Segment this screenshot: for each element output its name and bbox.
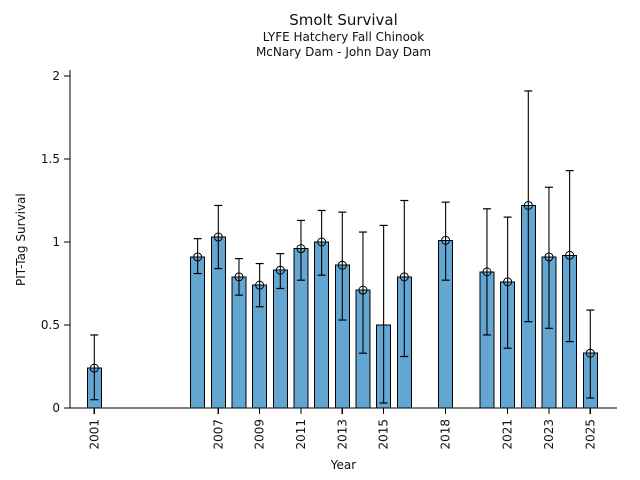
bar-2010 bbox=[272, 269, 288, 409]
y-tick-label-1.5: 1.5 bbox=[41, 152, 60, 166]
x-tick-label-2013: 2013 bbox=[335, 419, 349, 450]
chart-subtitle-stock: LYFE Hatchery Fall Chinook bbox=[262, 30, 425, 44]
point-marker-2024 bbox=[565, 250, 575, 260]
x-axis-label: Year bbox=[330, 458, 357, 472]
y-tick-label-0.5: 0.5 bbox=[41, 318, 60, 332]
x-tick-label-2021: 2021 bbox=[501, 419, 515, 450]
point-marker-2010 bbox=[275, 265, 285, 275]
x-tick-label-2011: 2011 bbox=[294, 419, 308, 450]
y-tick-label-1: 1 bbox=[52, 235, 60, 249]
chart-subtitle-reach: McNary Dam - John Day Dam bbox=[255, 45, 432, 59]
point-marker-2011 bbox=[296, 244, 306, 254]
x-tick-label-2025: 2025 bbox=[583, 419, 597, 450]
bar-2006 bbox=[190, 256, 206, 409]
point-marker-2025 bbox=[585, 348, 595, 358]
chart-title: Smolt Survival bbox=[289, 11, 398, 29]
x-tick-label-2023: 2023 bbox=[542, 419, 556, 450]
x-tick-label-2009: 2009 bbox=[253, 419, 267, 450]
point-marker-2012 bbox=[317, 237, 327, 247]
x-tick-label-2015: 2015 bbox=[377, 419, 391, 450]
bar-2008 bbox=[231, 276, 247, 409]
x-tick-label-2018: 2018 bbox=[439, 419, 453, 450]
point-marker-2013 bbox=[337, 260, 347, 270]
point-marker-2009 bbox=[255, 280, 265, 290]
point-marker-2016 bbox=[399, 272, 409, 282]
point-marker-2018 bbox=[441, 235, 451, 245]
point-marker-2001 bbox=[89, 363, 99, 373]
point-marker-2007 bbox=[213, 232, 223, 242]
point-marker-2021 bbox=[503, 277, 513, 287]
x-tick-label-2001: 2001 bbox=[87, 419, 101, 450]
point-marker-2008 bbox=[234, 272, 244, 282]
point-marker-2022 bbox=[523, 200, 533, 210]
y-tick-label-2: 2 bbox=[52, 69, 60, 83]
point-marker-2014 bbox=[358, 285, 368, 295]
y-axis-label: PIT-Tag Survival bbox=[14, 193, 28, 286]
x-tick-label-2007: 2007 bbox=[211, 419, 225, 450]
y-tick-label-0: 0 bbox=[52, 401, 60, 415]
point-marker-2006 bbox=[193, 252, 203, 262]
point-marker-2023 bbox=[544, 252, 554, 262]
point-marker-2020 bbox=[482, 267, 492, 277]
